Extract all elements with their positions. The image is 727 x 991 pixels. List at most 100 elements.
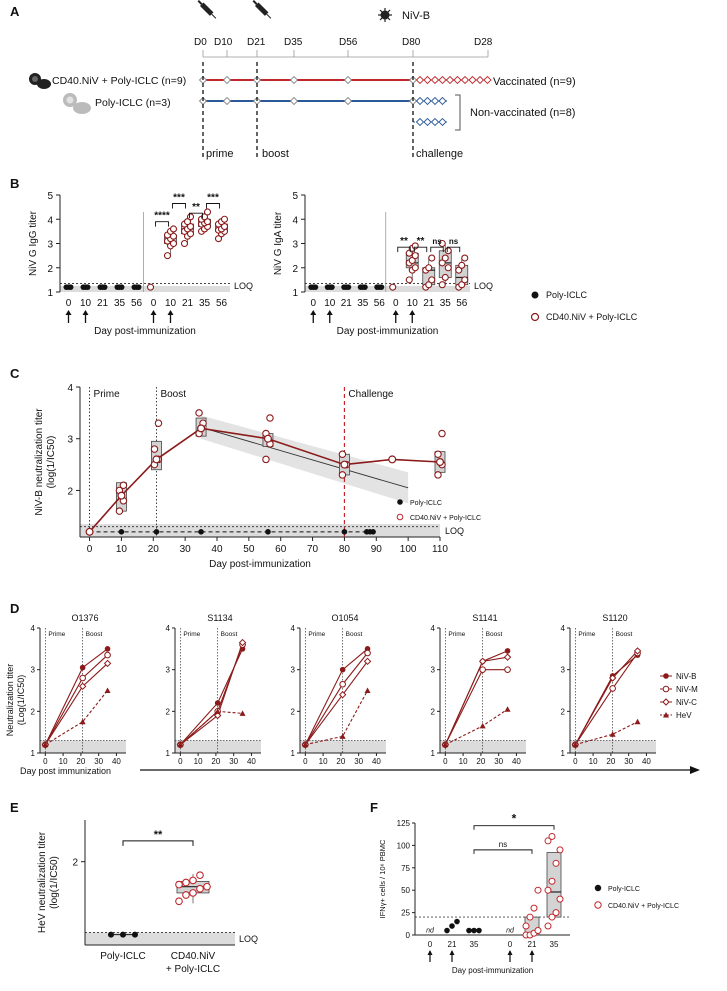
data-point-niv-c	[503, 653, 512, 661]
panel-f: F 0 25 50 75 100 125 IFNγ+ cells / 10⁶ PBMC 0 21…	[370, 800, 679, 975]
y-axis-label: NiV G IgA titer	[273, 211, 284, 275]
series-line-niv-c	[444, 656, 508, 745]
y-tick-label: 0	[406, 931, 411, 940]
x-tick-label: 10	[59, 757, 68, 766]
data-point-ctrl	[153, 529, 160, 535]
timeline-sample-diamond	[415, 117, 425, 127]
legend-b-vacc: CD40.NiV + Poly-ICLC	[546, 312, 638, 322]
data-point-ctrl	[345, 284, 352, 290]
data-point-niv-b	[104, 646, 111, 652]
x-tick-label: 10	[459, 757, 468, 766]
x-tick-label: 0	[428, 940, 433, 949]
timeline-sample-diamond	[460, 75, 470, 85]
phase-label: Prime	[308, 631, 325, 638]
series-line-vacc	[88, 427, 441, 533]
data-point-vacc	[150, 445, 159, 453]
animal-title: S1141	[472, 613, 497, 623]
data-point-niv-c	[478, 657, 487, 666]
data-point-vacc	[163, 252, 172, 260]
data-point-hev	[79, 718, 86, 725]
data-point-vacc	[534, 927, 542, 935]
x-tick-label: 56	[374, 298, 386, 309]
panel-letter-f: F	[370, 800, 378, 815]
data-point-vacc	[548, 832, 556, 840]
data-point-vacc	[438, 239, 446, 248]
data-point-ctrl	[444, 927, 450, 934]
data-point-ctrl	[329, 284, 335, 290]
significance-bracket	[413, 246, 428, 253]
data-point-ctrl	[341, 529, 348, 535]
data-point-vacc	[85, 527, 94, 536]
virus-icon	[378, 8, 392, 22]
data-point-vacc	[428, 254, 436, 262]
series-line-niv-m	[304, 652, 368, 745]
data-point-niv-m	[609, 685, 616, 692]
data-point-vacc	[175, 897, 183, 906]
y-tick-label: 1	[47, 288, 53, 299]
panel-letter-e: E	[10, 800, 19, 815]
data-point-ctrl	[118, 284, 125, 290]
legend-f-vacc: CD40.NiV + Poly-ICLC	[608, 903, 679, 910]
data-point-ctrl	[101, 284, 108, 290]
y-tick-label: 2	[431, 707, 436, 716]
y-tick-label: 4	[67, 383, 73, 394]
data-point-vacc	[189, 876, 197, 885]
legend-marker	[662, 685, 670, 693]
significance-label: **	[192, 202, 200, 213]
timeline-sample-diamond	[222, 96, 232, 106]
timeline-sample-diamond	[475, 75, 485, 85]
x-tick-label: 40	[372, 757, 381, 766]
phase-label: Prime	[48, 631, 65, 638]
y-tick-label: 2	[292, 264, 298, 275]
data-point-ctrl	[118, 529, 125, 535]
x-tick-label: 21	[528, 940, 537, 949]
y-tick-label: 3	[67, 435, 73, 446]
y-tick-label: 75	[401, 864, 410, 873]
data-point-vacc	[389, 283, 397, 291]
timeline-sample-diamond	[289, 75, 299, 85]
timeline-sample-diamond	[415, 96, 425, 106]
x-tick-label: 56	[131, 298, 143, 309]
significance-bracket	[473, 849, 533, 854]
phase-label: Boost	[160, 389, 186, 400]
significance-bracket	[189, 212, 203, 219]
loq-band	[305, 285, 470, 292]
timeline-sample-diamond	[423, 75, 432, 85]
y-tick-label: 4	[292, 215, 298, 226]
timeline-sample-diamond	[438, 75, 447, 85]
significance-bracket	[172, 203, 186, 209]
nonvaccinated-label: Non-vaccinated (n=8)	[470, 107, 575, 119]
data-point-vacc	[262, 455, 270, 464]
data-point-vacc	[169, 225, 178, 233]
significance-bracket	[122, 840, 194, 846]
data-point-vacc	[544, 837, 552, 845]
data-point-vacc	[119, 481, 128, 490]
day-label: D28	[474, 37, 493, 48]
y-tick-label: 2	[72, 858, 78, 869]
data-point-hev	[42, 741, 49, 748]
phase-challenge: challenge	[416, 148, 463, 160]
x-tick-label: 50	[243, 544, 255, 555]
y-tick-label: 2	[47, 264, 53, 275]
timeline-sample-diamond	[423, 96, 432, 106]
data-point-hev	[504, 706, 511, 712]
y-tick-label: 4	[291, 624, 296, 633]
data-point-ctrl	[454, 918, 460, 925]
data-point-hev	[104, 687, 111, 693]
x-tick-label: 20	[476, 757, 485, 766]
data-point-niv-m	[79, 674, 86, 682]
chart-igg: LOQ 1 2 3 4 5 NiV G IgG titer 0 10 21 35 56 0 10 21 35 5…	[28, 191, 253, 337]
phase-label: Boost	[346, 631, 363, 638]
x-tick-label: 10	[589, 757, 598, 766]
data-point-niv-c	[363, 657, 372, 666]
data-point-ctrl	[466, 927, 472, 934]
data-point-ctrl	[265, 529, 271, 535]
y-tick-label: 25	[401, 909, 410, 918]
significance-label: *	[512, 812, 517, 826]
y-tick-label: 2	[31, 707, 36, 716]
y-tick-label: 3	[47, 240, 53, 251]
syringe-icon	[252, 0, 272, 19]
phase-label: Boost	[486, 631, 503, 638]
